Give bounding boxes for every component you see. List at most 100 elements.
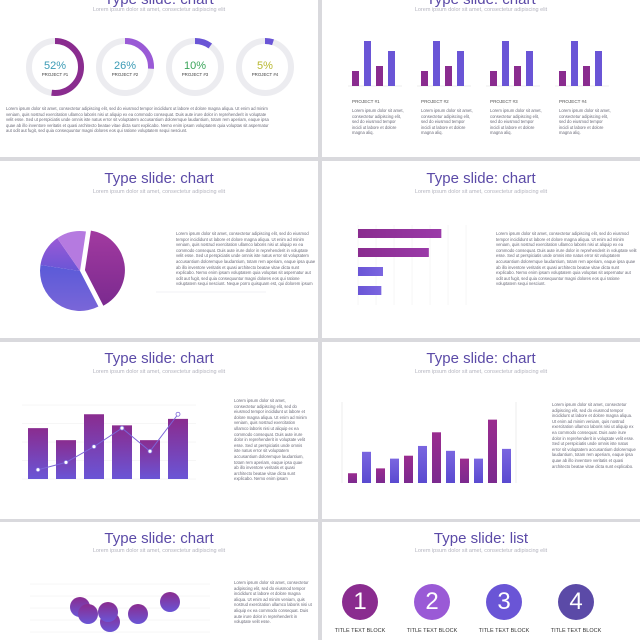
list-number-circle: 4 bbox=[558, 584, 594, 620]
slide-4[interactable]: Type slide: chart Lorem ipsum dolor sit … bbox=[322, 161, 640, 338]
bar bbox=[433, 41, 440, 86]
bubble bbox=[78, 604, 98, 624]
legend-line bbox=[156, 291, 266, 293]
bar bbox=[583, 66, 590, 86]
bar bbox=[488, 419, 497, 483]
list-number-circle: 2 bbox=[414, 584, 450, 620]
bar bbox=[490, 71, 497, 86]
bar bbox=[358, 248, 429, 257]
project-label: PROJECT #3 bbox=[490, 99, 518, 104]
bar bbox=[388, 51, 395, 86]
line-point bbox=[147, 448, 153, 454]
bar bbox=[457, 51, 464, 86]
gauge-value: 52% bbox=[44, 60, 66, 72]
slide-subtitle: Lorem ipsum dolor sit amet, consectetur … bbox=[92, 189, 226, 195]
line-point bbox=[35, 467, 41, 473]
project-label: PROJECT #2 bbox=[421, 99, 449, 104]
list-item-title: TITLE TEXT BLOCK bbox=[406, 628, 458, 634]
gauge-arc bbox=[96, 38, 154, 96]
bar bbox=[514, 66, 521, 86]
bar bbox=[168, 418, 188, 479]
gauge-label: PROJECT #1 bbox=[42, 72, 69, 77]
gauge-row: 52%PROJECT #1 26%PROJECT #2 10%PROJECT #3 5… bbox=[26, 38, 294, 96]
slide-body-text: Lorem ipsum dolor sit amet, consectetur … bbox=[234, 398, 307, 482]
bar bbox=[358, 286, 382, 295]
slide-2[interactable]: Type slide: chart Lorem ipsum dolor sit … bbox=[322, 0, 640, 157]
project-bar-charts bbox=[348, 41, 609, 87]
bar bbox=[364, 41, 371, 86]
slide-body-text: Lorem ipsum dolor sit amet, consectetur … bbox=[234, 580, 312, 625]
gauge-label: PROJECT #4 bbox=[252, 72, 279, 77]
gauge-arc bbox=[26, 38, 84, 96]
bar bbox=[474, 458, 483, 483]
slide-subtitle: Lorem ipsum dolor sit amet, consectetur … bbox=[414, 7, 548, 13]
series-line bbox=[37, 413, 179, 471]
bar bbox=[418, 445, 427, 483]
bar bbox=[352, 71, 359, 86]
bar bbox=[445, 66, 452, 86]
bar bbox=[376, 468, 385, 483]
slide-3[interactable]: Type slide: chart Lorem ipsum dolor sit … bbox=[0, 161, 318, 338]
line-point bbox=[91, 444, 97, 450]
bar bbox=[358, 229, 442, 238]
slide-body-text: Lorem ipsum dolor sit amet, consectetur … bbox=[552, 402, 636, 469]
bar bbox=[348, 473, 357, 483]
slide-subtitle: Lorem ipsum dolor sit amet, consectetur … bbox=[92, 548, 226, 554]
line-point bbox=[119, 425, 125, 431]
bar bbox=[28, 428, 48, 479]
bubble bbox=[160, 592, 180, 612]
pie-slice bbox=[84, 230, 125, 306]
column-bar-chart bbox=[341, 402, 517, 483]
bubble bbox=[98, 602, 118, 622]
bar bbox=[140, 440, 160, 479]
bubble-chart bbox=[30, 583, 210, 633]
gauge-value: 5% bbox=[257, 60, 273, 72]
slide-6[interactable]: Type slide: chart Lorem ipsum dolor sit … bbox=[322, 342, 640, 519]
slide-title: Type slide: chart bbox=[0, 0, 318, 8]
bubble bbox=[128, 604, 148, 624]
horizontal-bar-chart bbox=[357, 225, 467, 305]
bar bbox=[362, 451, 371, 483]
pie-slice bbox=[40, 265, 99, 311]
slide-title: Type slide: chart bbox=[426, 350, 536, 367]
project-label: PROJECT #4 bbox=[559, 99, 587, 104]
list-item-title: TITLE TEXT BLOCK bbox=[334, 628, 386, 634]
list-item-title: TITLE TEXT BLOCK bbox=[478, 628, 530, 634]
slide-title: Type slide: chart bbox=[104, 350, 214, 367]
bar bbox=[526, 51, 533, 86]
bar bbox=[376, 66, 383, 86]
slide-title: Type slide: chart bbox=[426, 170, 536, 187]
slide-8[interactable]: Type slide: list Lorem ipsum dolor sit a… bbox=[322, 522, 640, 640]
pie-chart bbox=[40, 230, 125, 311]
bar bbox=[571, 41, 578, 86]
slide-title: Type slide: list bbox=[433, 530, 529, 547]
slide-subtitle: Lorem ipsum dolor sit amet, consectetur … bbox=[92, 369, 226, 375]
slide-title: Type slide: chart bbox=[104, 530, 214, 547]
bar bbox=[595, 51, 602, 86]
slide-title: Type slide: chart bbox=[322, 0, 640, 8]
bar bbox=[358, 267, 383, 276]
bar bbox=[421, 71, 428, 86]
bar bbox=[390, 458, 399, 483]
line-point bbox=[63, 459, 69, 465]
gauge-label: PROJECT #3 bbox=[182, 72, 209, 77]
list-item-title: TITLE TEXT BLOCK bbox=[550, 628, 602, 634]
slide-body-text: Lorem ipsum dolor sit amet, consectetur … bbox=[6, 106, 269, 134]
gauge-arc bbox=[166, 38, 224, 96]
bar bbox=[460, 458, 469, 483]
gauge-label: PROJECT #2 bbox=[112, 72, 139, 77]
bar bbox=[112, 425, 132, 479]
slide-subtitle: Lorem ipsum dolor sit amet, consectetur … bbox=[414, 548, 548, 554]
slide-body-text: Lorem ipsum dolor sit amet, consectetur … bbox=[176, 231, 316, 287]
project-label: PROJECT #1 bbox=[352, 99, 380, 104]
bar bbox=[559, 71, 566, 86]
slide-7[interactable]: Type slide: chart Lorem ipsum dolor sit … bbox=[0, 522, 318, 640]
pie-slice bbox=[57, 231, 86, 271]
bar-line-chart bbox=[22, 404, 196, 480]
slide-1[interactable]: Type slide: chart Lorem ipsum dolor sit … bbox=[0, 0, 318, 157]
slide-subtitle: Lorem ipsum dolor sit amet, consectetur … bbox=[414, 369, 548, 375]
slide-title: Type slide: chart bbox=[104, 170, 214, 187]
bar bbox=[432, 432, 441, 483]
slide-5[interactable]: Type slide: chart Lorem ipsum dolor sit … bbox=[0, 342, 318, 519]
